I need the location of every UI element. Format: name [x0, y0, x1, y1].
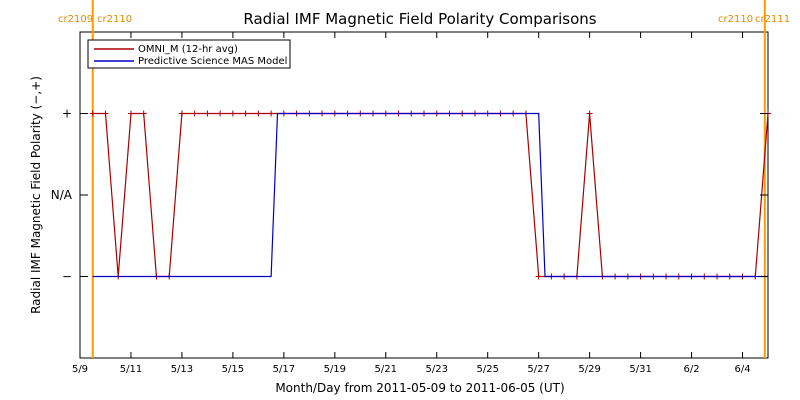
x-tick-label: 5/29: [578, 364, 600, 375]
x-tick-label: 5/21: [375, 364, 397, 375]
omni-data-point: [535, 273, 542, 280]
x-tick-label: 6/2: [684, 364, 700, 375]
omni-data-point: [229, 110, 236, 117]
x-tick-label: 5/17: [273, 364, 295, 375]
legend-label-mas: Predictive Science MAS Model: [138, 56, 287, 67]
chart-title: Radial IMF Magnetic Field Polarity Compa…: [243, 10, 596, 28]
omni-series-line: [92, 112, 769, 278]
x-axis-label: Month/Day from 2011-05-09 to 2011-06-05 …: [275, 381, 564, 395]
cr-label-right-2: cr2111: [755, 14, 790, 25]
x-tick-label: 5/23: [426, 364, 448, 375]
omni-data-point: [242, 110, 249, 117]
y-tick-label: N/A: [51, 188, 73, 202]
x-tick-label: 5/27: [527, 364, 549, 375]
legend: OMNI_M (12-hr avg) Predictive Science MA…: [87, 39, 291, 69]
cr-label-right-1: cr2110: [718, 14, 753, 25]
x-tick-label: 5/25: [476, 364, 498, 375]
legend-label-omni: OMNI_M (12-hr avg): [138, 44, 238, 55]
x-tick-label: 5/31: [629, 364, 651, 375]
x-tick-label: 6/4: [734, 364, 750, 375]
omni-data-point: [217, 110, 224, 117]
plot-frame: [79, 31, 769, 359]
mas-series-line: [92, 112, 768, 278]
cr-label-left-1: cr2109: [58, 14, 93, 25]
x-tick-label: 5/19: [324, 364, 346, 375]
omni-data-point: [255, 110, 262, 117]
x-tick-label: 5/11: [120, 364, 142, 375]
omni-data-point: [178, 110, 185, 117]
omni-data-point: [127, 110, 134, 117]
omni-data-point: [268, 110, 275, 117]
y-tick-label: +: [62, 107, 72, 121]
y-axis-label: Radial IMF Magnetic Field Polarity (−,+): [29, 76, 43, 314]
axis-ticks: 5/9 5/11 5/13 5/15 5/17 5/19 5/21 5/23 5/25 5/27 5…: [51, 32, 768, 375]
cr-label-left-2: cr2110: [97, 14, 132, 25]
omni-data-point: [89, 110, 96, 117]
omni-data-point: [102, 110, 109, 117]
omni-data-point: [191, 110, 198, 117]
x-tick-label: 5/13: [171, 364, 193, 375]
legend-box: [87, 39, 291, 69]
x-tick-label: 5/9: [72, 364, 88, 375]
y-tick-label: −: [62, 270, 72, 284]
omni-data-point: [586, 110, 593, 117]
x-tick-label: 5/15: [222, 364, 244, 375]
series-group: [89, 110, 771, 280]
omni-data-point: [204, 110, 211, 117]
omni-data-point: [140, 110, 147, 117]
